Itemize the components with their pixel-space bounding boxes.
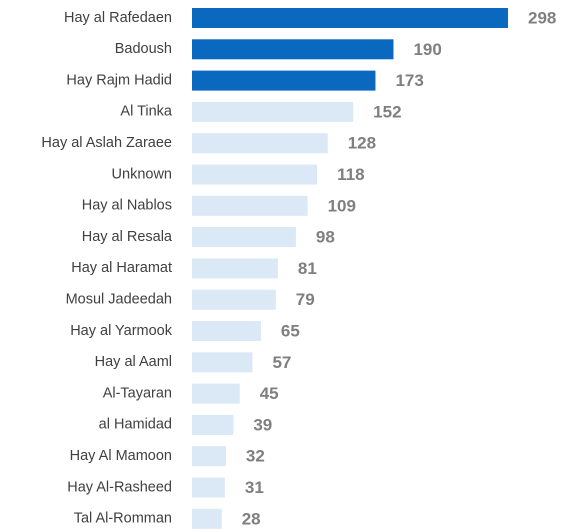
category-label: Hay al Nablos: [82, 198, 172, 214]
value-label: 39: [253, 415, 272, 434]
category-label: Hay al Haramat: [71, 260, 172, 276]
value-label: 45: [260, 384, 279, 403]
category-label: Hay Al Mamoon: [70, 448, 172, 464]
bar: [192, 195, 308, 216]
category-label: Unknown: [112, 166, 172, 182]
value-label: 31: [245, 478, 264, 497]
bar: [192, 164, 318, 185]
bar: [192, 70, 376, 91]
bar: [192, 383, 240, 404]
bar: [192, 39, 394, 60]
bar: [192, 508, 222, 529]
bar: [192, 289, 276, 310]
value-label: 81: [298, 259, 317, 278]
value-label: 190: [413, 40, 441, 59]
value-label: 79: [296, 290, 315, 309]
value-label: 57: [272, 353, 291, 372]
bar: [192, 101, 354, 122]
category-label: al Hamidad: [99, 417, 172, 433]
bar: [192, 352, 253, 373]
bar: [192, 446, 226, 467]
category-label: Hay al Aslah Zaraee: [41, 135, 172, 151]
value-label: 98: [316, 228, 335, 247]
category-label: Hay al Aaml: [95, 354, 172, 370]
category-label: Badoush: [115, 41, 172, 57]
category-label: Hay al Rafedaen: [64, 10, 172, 26]
bar: [192, 258, 278, 279]
category-label: Al Tinka: [120, 104, 173, 120]
category-label: Hay al Resala: [82, 229, 173, 245]
bar: [192, 477, 225, 498]
value-label: 173: [395, 71, 423, 90]
category-label: Tal Al-Romman: [74, 511, 172, 527]
bar: [192, 8, 508, 28]
bar: [192, 227, 296, 248]
value-label: 128: [348, 134, 376, 153]
category-label: Hay Rajm Hadid: [66, 72, 172, 88]
value-label: 298: [528, 8, 556, 27]
value-label: 152: [373, 102, 401, 121]
value-label: 65: [281, 321, 300, 340]
value-label: 118: [337, 165, 364, 184]
bar: [192, 133, 328, 154]
category-label: Hay al Yarmook: [70, 323, 173, 339]
value-label: 28: [242, 509, 261, 528]
value-label: 32: [246, 447, 265, 466]
category-label: Mosul Jadeedah: [66, 292, 172, 308]
category-label: Al-Tayaran: [103, 385, 172, 401]
bar: [192, 321, 261, 341]
category-label: Hay Al-Rasheed: [67, 479, 172, 495]
value-label: 109: [328, 196, 356, 215]
bar: [192, 414, 234, 435]
